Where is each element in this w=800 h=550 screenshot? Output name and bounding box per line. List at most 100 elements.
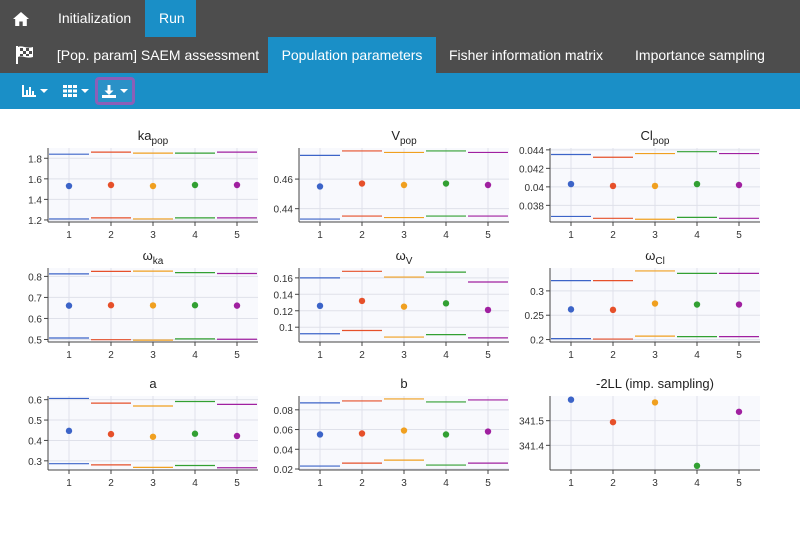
chart-5-ytick-label: 0.1 [279, 323, 293, 334]
chart-7-point-3[interactable] [149, 433, 157, 440]
chart-5-ytick-label: 0.12 [274, 307, 294, 318]
chart-6-xtick-label: 4 [694, 350, 700, 361]
chart-6-point-4[interactable] [693, 301, 701, 308]
chart-2-point-1[interactable] [316, 183, 324, 190]
chart-6-xtick-label: 2 [610, 350, 616, 361]
chart-9-ytick-label: 341.4 [519, 441, 544, 452]
chart-5-point-3[interactable] [400, 303, 408, 310]
chart-2-point-3[interactable] [400, 181, 408, 189]
chart-8-ytick-label: 0.02 [274, 465, 294, 476]
chart-9-ytick-label: 341.5 [519, 417, 544, 428]
chart-5-point-4[interactable] [442, 300, 450, 307]
chart-3-ytick-label: 0.042 [519, 164, 544, 175]
chart-7-point-1[interactable] [65, 427, 73, 435]
chart-9-xtick-label: 2 [610, 478, 616, 489]
chart-6-point-3[interactable] [651, 300, 659, 307]
chart-2-xtick-label: 1 [317, 230, 323, 241]
chart-8-point-3[interactable] [400, 427, 408, 434]
chart-6-point-2[interactable] [609, 306, 617, 314]
chart-9-point-2[interactable] [609, 418, 617, 426]
chart-8-xtick-label: 2 [359, 478, 365, 489]
chart-5-xtick-label: 2 [359, 350, 365, 361]
chart-9-title: -2LL (imp. sampling) [596, 376, 714, 391]
chart-9-point-3[interactable] [651, 399, 659, 406]
export-dropdown[interactable] [95, 77, 135, 105]
home-button[interactable] [0, 0, 42, 37]
chart-5-point-1[interactable] [316, 302, 324, 310]
chart-8-xtick-label: 3 [401, 478, 407, 489]
chart-3-point-5[interactable] [735, 181, 743, 189]
chart-5-xtick-label: 3 [401, 350, 407, 361]
tab-importance-sampling[interactable]: Importance sampling [635, 47, 765, 63]
plot-settings-dropdown[interactable] [22, 80, 48, 102]
chart-4-ytick-label: 0.5 [28, 335, 42, 346]
chevron-down-icon [120, 89, 128, 93]
tab-saem-assessment[interactable]: [Pop. param] SAEM assessment [56, 47, 260, 63]
chart-6-xtick-label: 3 [652, 350, 658, 361]
chart-4-ytick-label: 0.6 [28, 314, 42, 325]
chart-8-point-1[interactable] [316, 431, 324, 438]
chart-3-point-4[interactable] [693, 180, 701, 188]
chart-6-ytick-label: 0.3 [530, 287, 544, 298]
tab-run[interactable]: Run [145, 0, 196, 37]
tab-population-parameters[interactable]: Population parameters [268, 37, 436, 73]
chart-8-point-2[interactable] [358, 430, 366, 437]
chart-7-point-5[interactable] [233, 432, 241, 440]
chart-4-title: ωka [143, 248, 164, 267]
chart-8-ytick-label: 0.04 [274, 445, 294, 456]
chart-5-ytick-label: 0.14 [274, 290, 294, 301]
chart-1-point-1[interactable] [65, 182, 73, 190]
sub-navbar: [Pop. param] SAEM assessment Population … [0, 37, 800, 73]
chart-6-point-1[interactable] [567, 306, 575, 313]
chart-1-xtick-label: 2 [108, 230, 114, 241]
chart-6-point-5[interactable] [735, 301, 743, 308]
chart-3-point-2[interactable] [609, 182, 617, 190]
chart-1-xtick-label: 5 [234, 230, 240, 241]
tab-fisher-information-matrix[interactable]: Fisher information matrix [448, 47, 604, 63]
chart-6-xtick-label: 5 [736, 350, 742, 361]
layout-dropdown[interactable] [63, 80, 89, 102]
chart-1-title: kapop [138, 128, 169, 147]
chart-1-ytick-label: 1.2 [28, 216, 42, 227]
chart-1-ytick-label: 1.8 [28, 154, 42, 165]
chart-5-point-5[interactable] [484, 306, 492, 314]
chart-9-point-4[interactable] [693, 462, 701, 470]
chart-2-point-2[interactable] [358, 180, 366, 187]
tab-initialization[interactable]: Initialization [58, 10, 132, 26]
chart-3-xtick-label: 3 [652, 230, 658, 241]
chart-1-point-5[interactable] [233, 181, 241, 189]
chart-3-xtick-label: 2 [610, 230, 616, 241]
chart-2-xtick-label: 4 [443, 230, 449, 241]
chart-1-point-3[interactable] [149, 182, 157, 190]
chart-8-point-4[interactable] [442, 431, 450, 438]
chart-4-xtick-label: 4 [192, 350, 198, 361]
chart-3-point-1[interactable] [567, 180, 575, 188]
chart-4-point-4[interactable] [191, 302, 199, 309]
chart-4-point-3[interactable] [149, 302, 157, 309]
chart-2-point-5[interactable] [484, 181, 492, 189]
chart-7-title: a [149, 376, 157, 391]
top-navbar: Initialization Run [0, 0, 800, 37]
plot-toolbar [0, 73, 800, 109]
chart-3-ytick-label: 0.04 [525, 183, 545, 194]
chart-4-point-5[interactable] [233, 302, 241, 309]
results-flag-button[interactable] [0, 37, 50, 73]
chart-7-ytick-label: 0.4 [28, 436, 42, 447]
chart-3-point-3[interactable] [651, 182, 659, 190]
chart-3-xtick-label: 5 [736, 230, 742, 241]
chart-9-point-5[interactable] [735, 408, 743, 415]
chart-8-point-5[interactable] [484, 428, 492, 435]
chart-7-point-4[interactable] [191, 430, 199, 437]
chart-5-point-2[interactable] [358, 297, 366, 305]
chart-7-ytick-label: 0.3 [28, 457, 42, 468]
chart-2-xtick-label: 3 [401, 230, 407, 241]
chart-4-point-1[interactable] [65, 302, 73, 309]
chart-7-xtick-label: 1 [66, 478, 72, 489]
chart-2-point-4[interactable] [442, 180, 450, 187]
chart-1-point-2[interactable] [107, 181, 115, 189]
chart-4-point-2[interactable] [107, 302, 115, 309]
chart-1-point-4[interactable] [191, 181, 199, 189]
chart-9-point-1[interactable] [567, 396, 575, 403]
download-icon [102, 84, 116, 98]
chart-7-point-2[interactable] [107, 430, 115, 438]
